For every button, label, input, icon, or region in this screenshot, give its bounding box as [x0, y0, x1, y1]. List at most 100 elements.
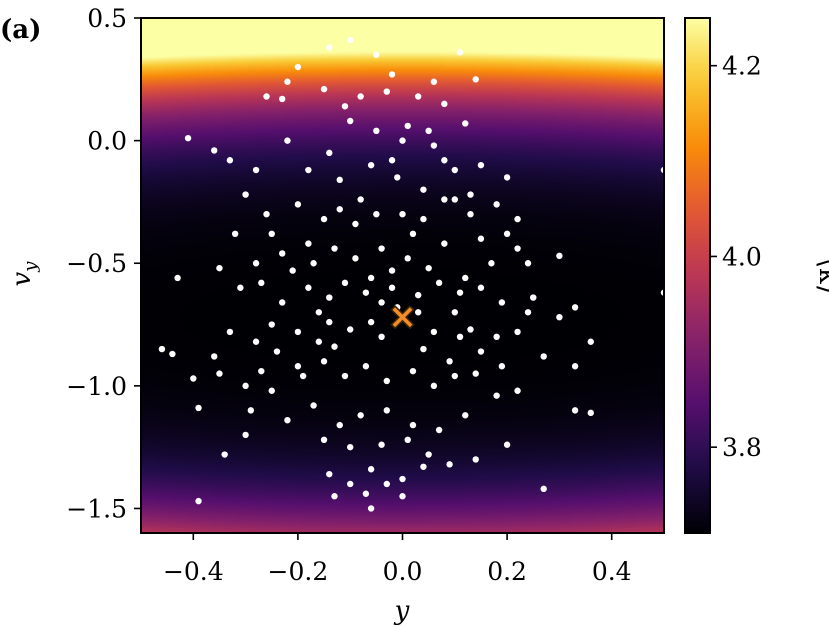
data-point	[211, 353, 218, 360]
x-axis-ticks: −0.4 −0.2 0.0 0.2 0.4	[163, 533, 632, 586]
data-point	[195, 497, 202, 505]
data-point	[305, 166, 312, 174]
data-point	[294, 63, 302, 71]
data-point	[420, 345, 427, 353]
data-point	[409, 421, 417, 429]
data-point	[273, 348, 281, 355]
data-point	[362, 363, 370, 370]
data-point	[362, 289, 370, 296]
data-point	[493, 333, 500, 341]
data-point	[367, 161, 375, 169]
data-point	[441, 157, 448, 164]
data-point	[435, 279, 443, 287]
data-point	[540, 485, 547, 493]
data-point	[326, 318, 333, 326]
data-point	[174, 274, 181, 282]
data-point	[514, 328, 521, 336]
data-point	[336, 206, 343, 213]
data-point	[462, 412, 469, 419]
data-point	[247, 407, 255, 414]
data-point	[373, 51, 380, 58]
data-point	[430, 78, 438, 85]
data-point	[503, 174, 511, 181]
data-point	[320, 436, 328, 444]
data-point	[409, 367, 417, 375]
data-point	[341, 279, 349, 287]
data-point	[420, 463, 427, 470]
data-point	[347, 443, 354, 451]
data-point	[331, 493, 338, 500]
optimum-marker	[390, 305, 415, 330]
data-point	[409, 230, 417, 238]
data-point	[414, 291, 422, 299]
data-point	[514, 245, 521, 252]
data-point	[326, 294, 333, 301]
data-point	[357, 93, 364, 100]
data-point	[279, 95, 286, 103]
data-point	[190, 375, 197, 382]
data-point	[347, 326, 354, 333]
data-point	[378, 299, 385, 306]
optimum-x-marker	[390, 305, 415, 330]
data-point	[556, 313, 563, 321]
data-point	[399, 475, 406, 483]
data-point	[320, 215, 328, 223]
data-point	[399, 493, 406, 500]
colorbar-tick-label: 4.0	[722, 242, 762, 271]
data-point	[284, 78, 291, 85]
data-point	[195, 404, 202, 412]
data-point	[414, 309, 422, 316]
data-point	[326, 44, 333, 51]
data-point	[367, 466, 375, 473]
data-point	[184, 134, 192, 142]
data-point	[383, 88, 391, 95]
colorbar	[685, 18, 710, 533]
data-points	[158, 36, 664, 512]
data-point	[571, 407, 579, 414]
data-point	[331, 343, 338, 350]
data-point	[556, 252, 563, 260]
data-point	[242, 191, 249, 198]
data-point	[263, 93, 270, 100]
colorbar-tick-label: 3.8	[722, 433, 762, 462]
data-point	[571, 363, 579, 370]
data-point	[331, 245, 338, 252]
data-point	[320, 358, 328, 365]
data-point	[252, 166, 260, 174]
data-point	[326, 149, 333, 157]
data-point	[315, 338, 323, 345]
data-point	[441, 100, 448, 108]
data-point	[352, 255, 359, 262]
data-point	[388, 157, 396, 164]
data-point	[373, 210, 380, 218]
data-point	[394, 174, 401, 181]
data-point	[310, 260, 317, 267]
colorbar-label: ⟨k⟩	[813, 258, 829, 294]
data-point	[425, 451, 432, 458]
data-point	[430, 142, 438, 149]
data-point	[430, 382, 438, 390]
data-point	[367, 318, 375, 326]
colorbar-ticks: 3.8 4.0 4.2	[710, 52, 762, 462]
data-point	[420, 186, 427, 193]
data-point	[226, 328, 234, 336]
svg-text:vy: vy	[7, 261, 41, 287]
data-point	[357, 412, 364, 419]
data-point	[258, 367, 265, 375]
data-point	[587, 338, 594, 345]
data-point	[498, 363, 506, 370]
data-point	[373, 127, 380, 135]
x-tick-label: 0.4	[592, 557, 632, 586]
data-point	[524, 309, 532, 316]
data-point	[435, 426, 443, 434]
x-tick-label: −0.4	[163, 557, 224, 586]
data-point	[462, 274, 469, 282]
data-point	[430, 328, 438, 336]
data-point	[425, 127, 432, 135]
data-point	[388, 267, 396, 274]
data-point	[503, 441, 511, 448]
data-point	[378, 441, 385, 448]
data-point	[216, 264, 223, 272]
colorbar-frame	[684, 17, 711, 534]
